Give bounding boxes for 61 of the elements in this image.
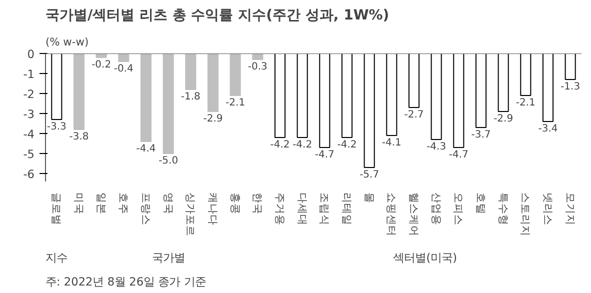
data-label: -4.4 <box>136 144 156 154</box>
text: 지수 <box>46 250 68 264</box>
y-tick-label: -4 <box>23 127 34 141</box>
chart-title: 국가별/섹터별 리츠 총 수익률 지수(주간 성과, 1W%) <box>46 8 390 24</box>
x-tick-label: 일본 <box>94 192 108 214</box>
x-tick-label: 스토리지 <box>519 192 532 236</box>
data-label: -0.3 <box>248 62 268 72</box>
data-label: -1.3 <box>560 82 580 92</box>
x-tick-label: 특수형 <box>496 192 510 226</box>
x-tick-label: 다세대 <box>296 192 309 226</box>
x-tick-label: 영국 <box>162 192 175 214</box>
data-label: -2.1 <box>226 98 246 108</box>
data-label: -0.2 <box>92 60 112 70</box>
x-tick-label: 싱가포르 <box>184 192 198 236</box>
data-label: -5.0 <box>158 156 178 166</box>
x-tick-label: 리테일 <box>340 192 354 226</box>
x-tick-label: 한국 <box>251 192 264 214</box>
x-tick-label: 프랑스 <box>140 192 152 226</box>
y-tick-label: 0 <box>27 47 35 61</box>
data-label: -4.2 <box>270 140 290 150</box>
y-axis-title: (% w-w) <box>46 36 89 48</box>
data-label: -3.7 <box>471 130 491 140</box>
x-tick-label: 넷리스 <box>542 192 554 226</box>
text: 국가별 <box>152 250 185 264</box>
y-tick-label: -6 <box>23 167 34 181</box>
data-label: -1.8 <box>180 92 200 102</box>
data-label: -2.7 <box>404 110 424 120</box>
x-tick-label: 호텔 <box>474 192 488 214</box>
x-tick-label: 미국 <box>72 192 86 214</box>
data-label: -4.1 <box>382 138 402 148</box>
y-tick-label: -3 <box>23 107 34 121</box>
data-label: -5.7 <box>360 170 380 180</box>
data-label: -3.3 <box>46 122 66 132</box>
y-tick-label: -1 <box>23 67 34 81</box>
y-tick-label: -2 <box>23 87 34 101</box>
data-label: -0.4 <box>114 64 134 74</box>
data-label: -2.9 <box>203 114 223 124</box>
data-label: -2.9 <box>494 114 514 124</box>
x-tick-label: 조립식 <box>318 192 332 226</box>
data-label: -3.8 <box>69 132 89 142</box>
data-label: -2.1 <box>516 98 536 108</box>
x-tick-label: 주거용 <box>274 192 286 226</box>
data-label: -4.7 <box>448 150 468 160</box>
data-label: -4.2 <box>292 140 312 150</box>
x-tick-label: 오피스 <box>452 192 466 226</box>
x-tick-label: 홍콩 <box>228 192 242 214</box>
x-tick-label: 모기지 <box>564 192 577 226</box>
x-tick-label: 헬스케어 <box>408 192 420 236</box>
x-tick-label: 글로벌 <box>50 192 64 226</box>
x-tick-label: 몰 <box>362 192 376 204</box>
data-label: -4.7 <box>314 150 334 160</box>
text: 섹터별(미국) <box>393 250 458 264</box>
y-tick-label: -5 <box>23 147 34 161</box>
x-tick-label: 산업용 <box>430 192 443 226</box>
data-label: -3.4 <box>538 124 558 134</box>
x-tick-label: 호주 <box>117 192 130 214</box>
data-label: -4.2 <box>337 140 357 150</box>
x-tick-label: 쇼핑센터 <box>385 192 398 236</box>
text: 주: 2022년 8월 26일 종가 기준 <box>46 274 206 288</box>
data-label: -4.3 <box>426 142 446 152</box>
x-tick-label: 캐나다 <box>206 192 220 226</box>
